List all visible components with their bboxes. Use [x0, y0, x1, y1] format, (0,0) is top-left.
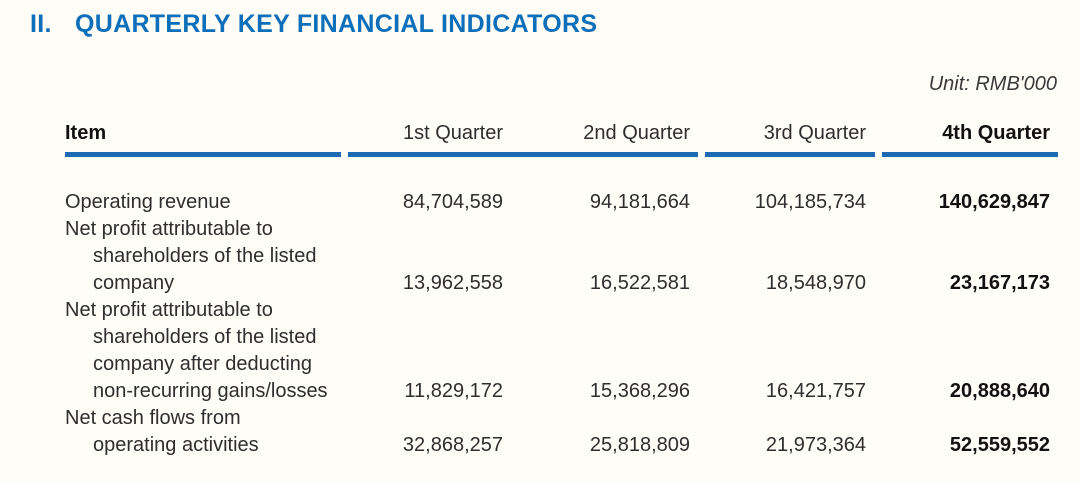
value-q3: 21,973,364 — [765, 434, 866, 456]
column-header-q4: 4th Quarter — [942, 122, 1050, 144]
value-q4: 20,888,640 — [949, 380, 1050, 402]
quarterly-indicators-table: Item 1st Quarter 2nd Quarter 3rd Quarter… — [65, 120, 1058, 459]
value-q2: 16,522,581 — [589, 272, 690, 294]
row-label: Net profit attributable to shareholders … — [65, 299, 328, 402]
table-body: Operating revenue 84,704,589 94,181,664 … — [65, 189, 1058, 459]
table-row-operating-revenue: Operating revenue 84,704,589 94,181,664 … — [65, 189, 1058, 216]
rule-gap — [698, 152, 705, 157]
table-header-row: Item 1st Quarter 2nd Quarter 3rd Quarter… — [65, 120, 1058, 147]
row-label: Net cash flows from operating activities — [65, 407, 259, 456]
unit-label: Unit: RMB'000 — [928, 73, 1057, 95]
value-q3: 18,548,970 — [765, 272, 866, 294]
value-q4: 140,629,847 — [938, 191, 1050, 213]
value-q3: 104,185,734 — [754, 191, 866, 213]
section-heading: II. QUARTERLY KEY FINANCIAL INDICATORS — [30, 10, 597, 39]
value-q1: 84,704,589 — [402, 191, 503, 213]
rule-gap — [875, 152, 882, 157]
row-label: Operating revenue — [65, 191, 231, 213]
value-q2: 94,181,664 — [589, 191, 690, 213]
section-numeral: II. — [30, 10, 52, 38]
value-q4: 23,167,173 — [949, 272, 1050, 294]
value-q4: 52,559,552 — [949, 434, 1050, 456]
rule-gap — [341, 152, 348, 157]
value-q1: 13,962,558 — [402, 272, 503, 294]
value-q3: 16,421,757 — [765, 380, 866, 402]
value-q1: 11,829,172 — [404, 380, 503, 402]
value-q2: 25,818,809 — [589, 434, 690, 456]
table-row-net-cash-flows: Net cash flows from operating activities… — [65, 405, 1058, 459]
value-q2: 15,368,296 — [589, 380, 690, 402]
row-label: Net profit attributable to shareholders … — [65, 218, 317, 294]
column-header-q1: 1st Quarter — [402, 122, 503, 144]
table-row-net-profit: Net profit attributable to shareholders … — [65, 216, 1058, 297]
section-title: QUARTERLY KEY FINANCIAL INDICATORS — [75, 10, 598, 38]
column-header-q2: 2nd Quarter — [583, 122, 690, 144]
header-rule — [65, 152, 1058, 157]
table-row-net-profit-deducting: Net profit attributable to shareholders … — [65, 297, 1058, 405]
column-header-item: Item — [65, 122, 107, 144]
value-q1: 32,868,257 — [402, 434, 503, 456]
column-header-q3: 3rd Quarter — [763, 122, 866, 144]
